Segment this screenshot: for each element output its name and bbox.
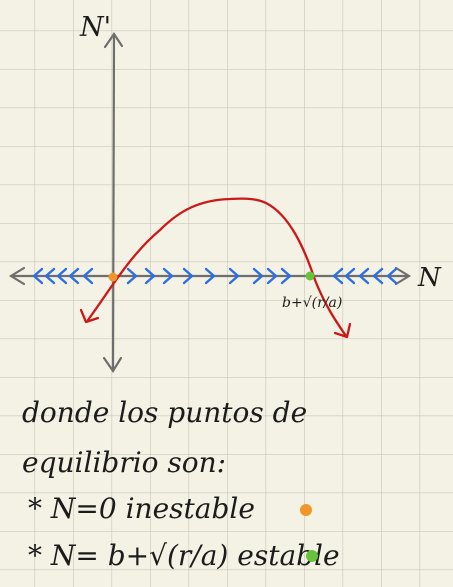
growth-curve [79, 197, 352, 339]
x-axis-arrow-right-icon [394, 266, 412, 286]
flow-arrow-left-icon [372, 267, 384, 285]
flow-arrow-right-icon [126, 267, 138, 285]
y-axis-arrow-up-icon [103, 32, 124, 49]
flow-arrow-left-icon [358, 267, 370, 285]
flow-arrows-left-segment [32, 267, 94, 285]
flow-arrow-left-icon [82, 267, 94, 285]
y-axis [102, 32, 124, 374]
unstable-equilibrium-point [108, 272, 118, 282]
flow-arrow-right-icon [266, 267, 278, 285]
flow-arrow-left-icon [44, 267, 56, 285]
x-axis [8, 266, 412, 286]
flow-arrow-right-icon [144, 267, 156, 285]
notes-item-unstable: * N=0 inestable [28, 492, 255, 525]
flow-arrows-middle-segment [126, 267, 292, 285]
flow-arrow-right-icon [182, 267, 194, 285]
stable-equilibrium-point [305, 271, 315, 281]
flow-arrow-left-icon [56, 267, 68, 285]
flow-arrow-right-icon [280, 267, 292, 285]
flow-arrow-right-icon [252, 267, 264, 285]
flow-arrow-right-icon [204, 267, 216, 285]
notes-item-stable: * N= b+√(r/a) estable [28, 539, 340, 572]
y-axis-label: N' [79, 12, 111, 43]
y-axis-arrow-down-icon [102, 356, 123, 374]
notes-line-2: equilibrio son: [22, 446, 226, 479]
curve-arrow-left-icon [79, 308, 100, 324]
flow-arrow-left-icon [32, 267, 44, 285]
stable-marker-dot [306, 550, 318, 562]
flow-arrow-right-icon [228, 267, 240, 285]
curve-arrow-right-icon [333, 322, 352, 339]
flow-arrows-right-segment [332, 267, 398, 285]
equilibrium-label: b+√(r/a) [282, 295, 342, 311]
flow-arrow-right-icon [162, 267, 174, 285]
flow-arrow-left-icon [68, 267, 80, 285]
flow-arrow-left-icon [386, 267, 398, 285]
notes-line-1: donde los puntos de [22, 396, 307, 429]
unstable-marker-dot [300, 504, 312, 516]
x-axis-label: N [417, 263, 442, 293]
x-axis-arrow-left-icon [8, 266, 26, 286]
flow-arrow-left-icon [332, 267, 344, 285]
flow-arrow-left-icon [344, 267, 356, 285]
